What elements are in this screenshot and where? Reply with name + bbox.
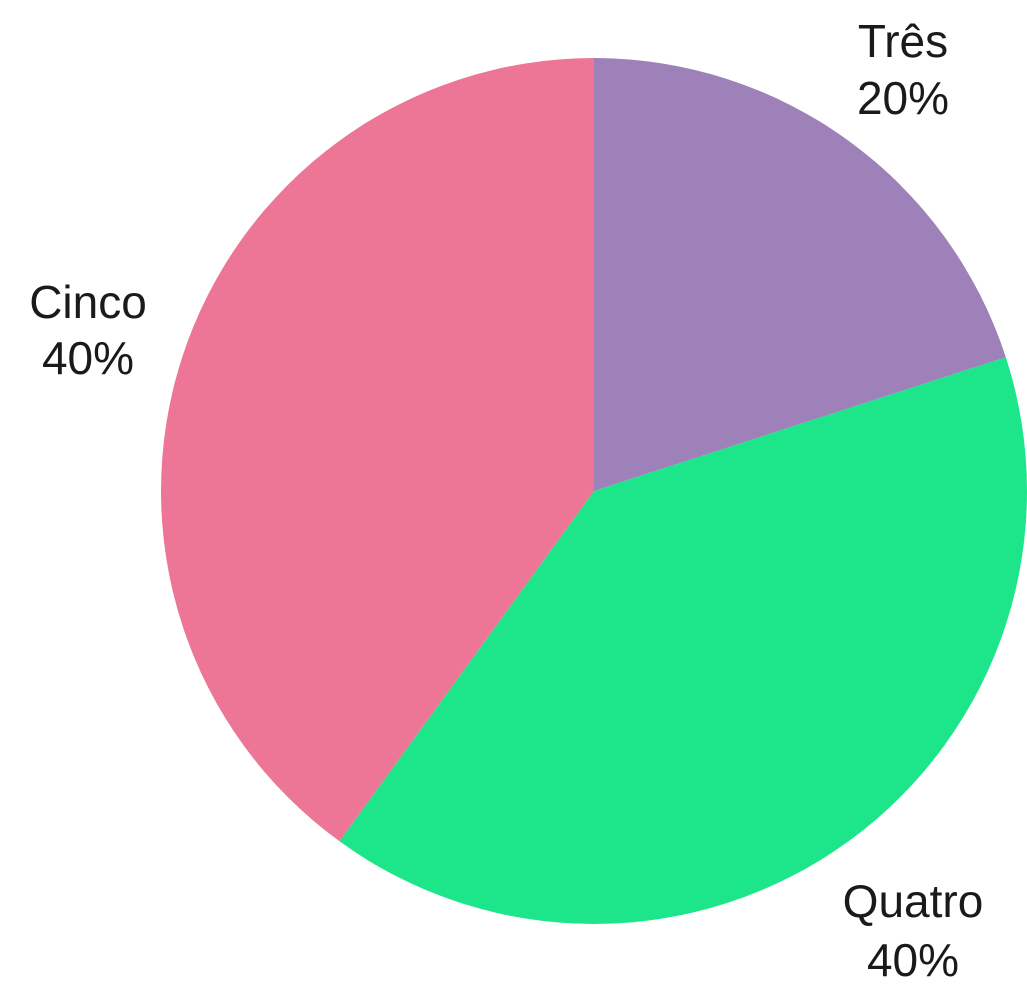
slice-label-group-quatro: Quatro 40%	[843, 875, 984, 984]
slice-value-cinco: 40%	[42, 332, 134, 384]
slice-label-cinco: Cinco	[29, 276, 147, 328]
pie-slice-quatro	[339, 357, 1027, 924]
slice-label-tres: Três	[858, 15, 948, 67]
slice-label-quatro: Quatro	[843, 875, 984, 927]
slice-label-group-cinco: Cinco 40%	[29, 276, 147, 384]
pie-slices	[161, 58, 1027, 924]
pie-slice-cinco	[161, 58, 594, 842]
slice-label-group-tres: Três 20%	[857, 15, 949, 124]
slice-value-quatro: 40%	[867, 934, 959, 984]
slice-value-tres: 20%	[857, 72, 949, 124]
pie-slice-tres	[594, 58, 1006, 491]
